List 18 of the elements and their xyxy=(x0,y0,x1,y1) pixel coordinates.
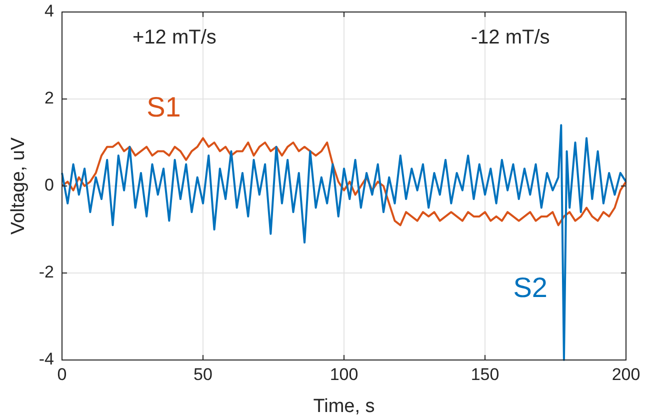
y-tick-label: 2 xyxy=(44,88,54,108)
line-series xyxy=(61,137,627,226)
x-tick-label: 100 xyxy=(330,365,358,384)
x-axis-title: Time, s xyxy=(313,396,375,417)
line-series xyxy=(61,124,627,361)
series-label: S2 xyxy=(513,272,548,303)
y-axis-title: Voltage, uV xyxy=(8,137,29,235)
x-tick-label: 0 xyxy=(57,365,67,384)
y-tick-label: -4 xyxy=(38,349,54,368)
annotation: -12 mT/s xyxy=(470,26,550,48)
y-tick-label: -2 xyxy=(38,262,54,282)
y-tick-label: 4 xyxy=(44,1,54,20)
x-tick-label: 150 xyxy=(470,365,500,384)
x-tick-label: 200 xyxy=(612,365,640,384)
x-tick-label: 50 xyxy=(194,365,212,384)
series-label: S1 xyxy=(146,91,181,122)
y-tick-label: 0 xyxy=(44,175,54,194)
annotation: +12 mT/s xyxy=(132,26,216,48)
